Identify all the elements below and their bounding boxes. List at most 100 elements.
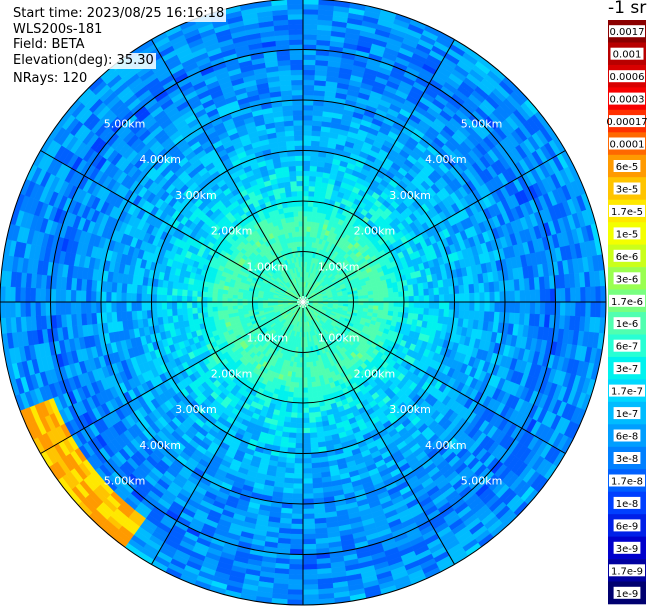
range-gate-cell [398,296,405,303]
range-gate-cell [469,292,475,303]
range-gate-cell [544,301,551,316]
range-gate-cell [600,285,607,303]
range-gate-cell [298,372,304,379]
range-gate-cell [293,473,304,480]
range-gate-cell [418,301,425,309]
range-gate-cell [448,293,455,303]
range-gate-cell [302,215,308,222]
range-gate-cell [311,467,322,474]
range-gate-cell [310,442,319,449]
range-gate-cell [302,130,313,136]
range-gate-cell [493,281,500,293]
range-gate-cell [459,301,465,311]
range-gate-cell [310,376,316,383]
range-gate-cell [448,301,455,311]
range-gate-cell [352,295,359,300]
range-gate-cell [595,301,602,318]
range-gate-cell [294,463,304,469]
range-gate-cell [504,301,511,314]
range-gate-cell [309,366,315,373]
range-gate-cell [393,296,400,303]
range-gate-cell [443,309,450,318]
range-gate-cell [367,290,374,296]
range-gate-cell [403,296,410,303]
range-gate-cell [302,39,317,46]
range-gate-cell [383,292,389,299]
range-gate-cell [288,563,304,570]
range-gate-cell [284,472,295,479]
range-gate-cell [559,288,566,303]
range-gate-cell [285,462,295,469]
range-gate-cell [302,468,313,474]
range-gate-cell [302,220,308,227]
range-gate-cell [499,291,506,303]
range-gate-cell [307,392,314,399]
range-gate-cell [302,427,311,434]
range-gate-cell [311,381,317,388]
range-gate-cell [433,301,440,310]
range-gate-cell [302,447,312,454]
range-gate-cell [302,29,318,35]
range-gate-cell [423,308,430,316]
range-gate-cell [292,493,304,500]
range-gate-cell [287,442,296,449]
range-gate-cell [428,288,435,296]
range-gate-cell [570,287,576,303]
range-gate-cell [302,236,307,242]
range-gate-cell [306,221,312,227]
range-gate-cell [308,407,315,414]
range-gate-cell [302,89,315,96]
range-gate-cell [302,170,311,177]
range-gate-cell [387,287,394,294]
range-gate-cell [302,362,307,368]
range-gate-cell [302,140,312,146]
range-gate-cell [393,291,400,298]
range-gate-cell [312,391,319,398]
range-gate-cell [302,74,316,81]
range-gate-cell [509,301,516,314]
range-gate-cell [302,508,315,515]
range-gate-cell [438,308,445,318]
range-gate-cell [307,210,313,217]
range-gate-cell [302,523,316,530]
range-gate-cell [549,288,556,303]
range-gate-cell [363,294,369,300]
range-gate-cell [388,292,395,298]
range-gate-cell [464,301,470,311]
range-gate-cell [302,155,311,162]
range-gate-cell [377,289,384,295]
range-gate-cell [290,412,298,419]
range-gate-cell [408,295,415,303]
range-gate-cell [302,54,317,61]
range-gate-cell [302,589,319,596]
range-gate-cell [468,283,475,294]
range-gate-cell [378,297,385,303]
range-gate-cell [302,422,310,429]
range-gate-cell [302,488,314,495]
range-gate-cell [311,386,318,393]
range-gate-cell [305,351,310,358]
range-gate-cell [295,427,304,434]
range-gate-cell [302,79,315,86]
range-gate-cell [302,94,315,101]
range-gate-cell [295,432,304,439]
range-gate-cell [302,205,309,212]
range-gate-cell [289,558,304,565]
range-gate-cell [302,432,311,439]
range-gate-cell [294,377,300,383]
range-gate-cell [468,310,475,321]
range-gate-cell [423,301,430,309]
range-gate-cell [306,377,312,383]
range-gate-cell [302,160,311,167]
range-gate-cell [302,599,320,606]
range-gate-cell [302,417,310,424]
range-gate-cell [554,288,561,303]
range-gate-cell [308,185,316,192]
range-gate-cell [309,422,317,429]
range-gate-cell [302,64,316,71]
range-gate-cell [307,205,314,212]
range-gate-cell [302,493,314,500]
range-gate-cell [347,296,354,300]
range-gate-cell [294,447,304,454]
range-gate-cell [479,292,486,303]
